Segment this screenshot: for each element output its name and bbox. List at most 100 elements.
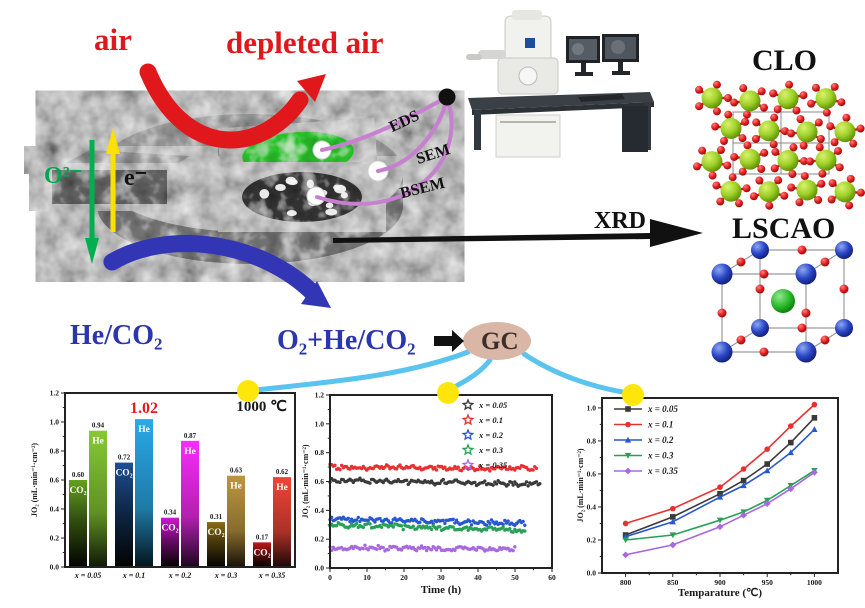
clo-cation [720, 180, 742, 202]
electron-label: e⁻ [124, 165, 148, 191]
xrd-arrow [333, 219, 703, 247]
clo-cation [834, 121, 856, 143]
bsem-patch [242, 172, 362, 222]
a-site-atom [795, 263, 817, 285]
temperature-chart: 0.0 0.2 0.4 0.6 0.8 1.0 800 850 900 950 1000 x = 0.… [576, 397, 839, 599]
clo-cation [701, 151, 723, 173]
clo-cation [701, 87, 723, 109]
svg-text:x = 0.35: x = 0.35 [478, 460, 508, 470]
svg-text:60: 60 [548, 573, 556, 582]
clo-structure [692, 80, 865, 210]
clo-cation [720, 117, 742, 139]
svg-text:CO₂: CO₂ [253, 548, 270, 558]
svg-text:JO₂ (mL·min⁻¹·cm⁻²): JO₂ (mL·min⁻¹·cm⁻²) [576, 448, 585, 522]
a-site-atom [711, 263, 733, 285]
oxygen-atom [717, 308, 727, 318]
desk [468, 92, 654, 110]
to-gc-arrow [434, 330, 464, 352]
xrd-label: XRD [594, 208, 646, 234]
lscao-title: LSCAO [732, 212, 836, 245]
bar [181, 440, 199, 567]
svg-text:0.4: 0.4 [315, 506, 325, 515]
a-site-atom [711, 341, 733, 363]
svg-text:1000: 1000 [807, 578, 822, 587]
svg-text:0.0: 0.0 [50, 563, 60, 572]
clo-cation [758, 181, 780, 203]
svg-text:CO₂: CO₂ [161, 524, 178, 534]
svg-text:1000 ℃: 1000 ℃ [236, 399, 287, 415]
svg-text:950: 950 [762, 578, 774, 587]
svg-text:0.17: 0.17 [256, 533, 269, 541]
bar [227, 475, 245, 567]
svg-text:Temparature (℃): Temparature (℃) [678, 587, 762, 599]
sem-label: SEM [414, 141, 453, 168]
svg-text:0.0: 0.0 [587, 569, 597, 578]
clo-title: CLO [752, 44, 818, 77]
pc-tower [622, 106, 648, 152]
air-flow-arrow [139, 63, 309, 149]
depleted-air-label: depleted air [226, 25, 384, 60]
oxygen-atom [759, 269, 769, 279]
svg-text:CO₂: CO₂ [69, 486, 86, 496]
svg-text:1.2: 1.2 [315, 391, 325, 400]
svg-text:0.2: 0.2 [587, 535, 597, 544]
svg-text:x = 0.3: x = 0.3 [214, 571, 238, 580]
clo-cation [758, 120, 780, 142]
svg-text:0.63: 0.63 [230, 467, 243, 475]
oxygen-ion-label: O²⁻ [44, 163, 83, 189]
svg-text:850: 850 [667, 578, 679, 587]
bar [253, 542, 271, 567]
clo-cation [815, 149, 837, 171]
svg-text:20: 20 [400, 573, 408, 582]
sample-spot [367, 160, 389, 182]
svg-text:40: 40 [474, 573, 482, 582]
monitor [602, 34, 639, 62]
svg-text:x = 0.1: x = 0.1 [122, 571, 146, 580]
svg-text:800: 800 [620, 578, 632, 587]
svg-text:Time (h): Time (h) [421, 584, 462, 596]
bar [115, 462, 133, 567]
svg-text:He: He [230, 482, 242, 492]
he-co2-label: He/CO₂ [70, 320, 163, 351]
svg-text:x = 0.05: x = 0.05 [478, 400, 508, 410]
clo-cation [777, 88, 799, 110]
svg-text:He: He [276, 483, 288, 493]
svg-text:x = 0.3: x = 0.3 [647, 451, 674, 461]
svg-text:He: He [138, 425, 150, 435]
bsem-label: BSEM [398, 174, 447, 203]
svg-text:x = 0.05: x = 0.05 [74, 571, 102, 580]
svg-text:He: He [184, 447, 196, 457]
clo-cation [739, 148, 761, 170]
svg-text:0.94: 0.94 [92, 422, 105, 430]
svg-text:x = 0.35: x = 0.35 [258, 571, 286, 580]
svg-text:1.0: 1.0 [315, 419, 325, 428]
svg-text:1.0: 1.0 [587, 403, 597, 412]
oxygen-atom [820, 335, 830, 345]
membrane-disc [52, 88, 456, 264]
a-site-atom [795, 341, 817, 363]
svg-text:0.6: 0.6 [587, 469, 597, 478]
oxygen-atom [820, 257, 830, 267]
a-site-atom [751, 319, 769, 337]
a-site-atom [835, 241, 853, 259]
probe-dot [438, 88, 456, 106]
svg-text:0.31: 0.31 [210, 513, 223, 521]
air-label: air [94, 22, 132, 57]
svg-text:0.62: 0.62 [276, 468, 289, 476]
svg-text:0.8: 0.8 [315, 448, 325, 457]
stability-chart: 0.0 0.2 0.4 0.6 0.8 1.0 1.2 0 10 20 30 40 50 60 x = 0.… [301, 391, 556, 597]
sample-spot [312, 140, 332, 160]
svg-text:0.4: 0.4 [587, 502, 597, 511]
eds-label: EDS [386, 107, 423, 136]
svg-text:1.0: 1.0 [50, 418, 60, 427]
svg-text:0.6: 0.6 [50, 476, 60, 485]
svg-text:1.02: 1.02 [130, 400, 158, 417]
svg-text:0.4: 0.4 [50, 505, 60, 514]
bar [161, 517, 179, 567]
svg-text:0.2: 0.2 [315, 535, 325, 544]
svg-text:x = 0.2: x = 0.2 [478, 430, 504, 440]
svg-text:x = 0.2: x = 0.2 [168, 571, 192, 580]
clo-cation [796, 121, 818, 143]
svg-text:He: He [92, 437, 104, 447]
oxygen-atom [736, 257, 746, 267]
